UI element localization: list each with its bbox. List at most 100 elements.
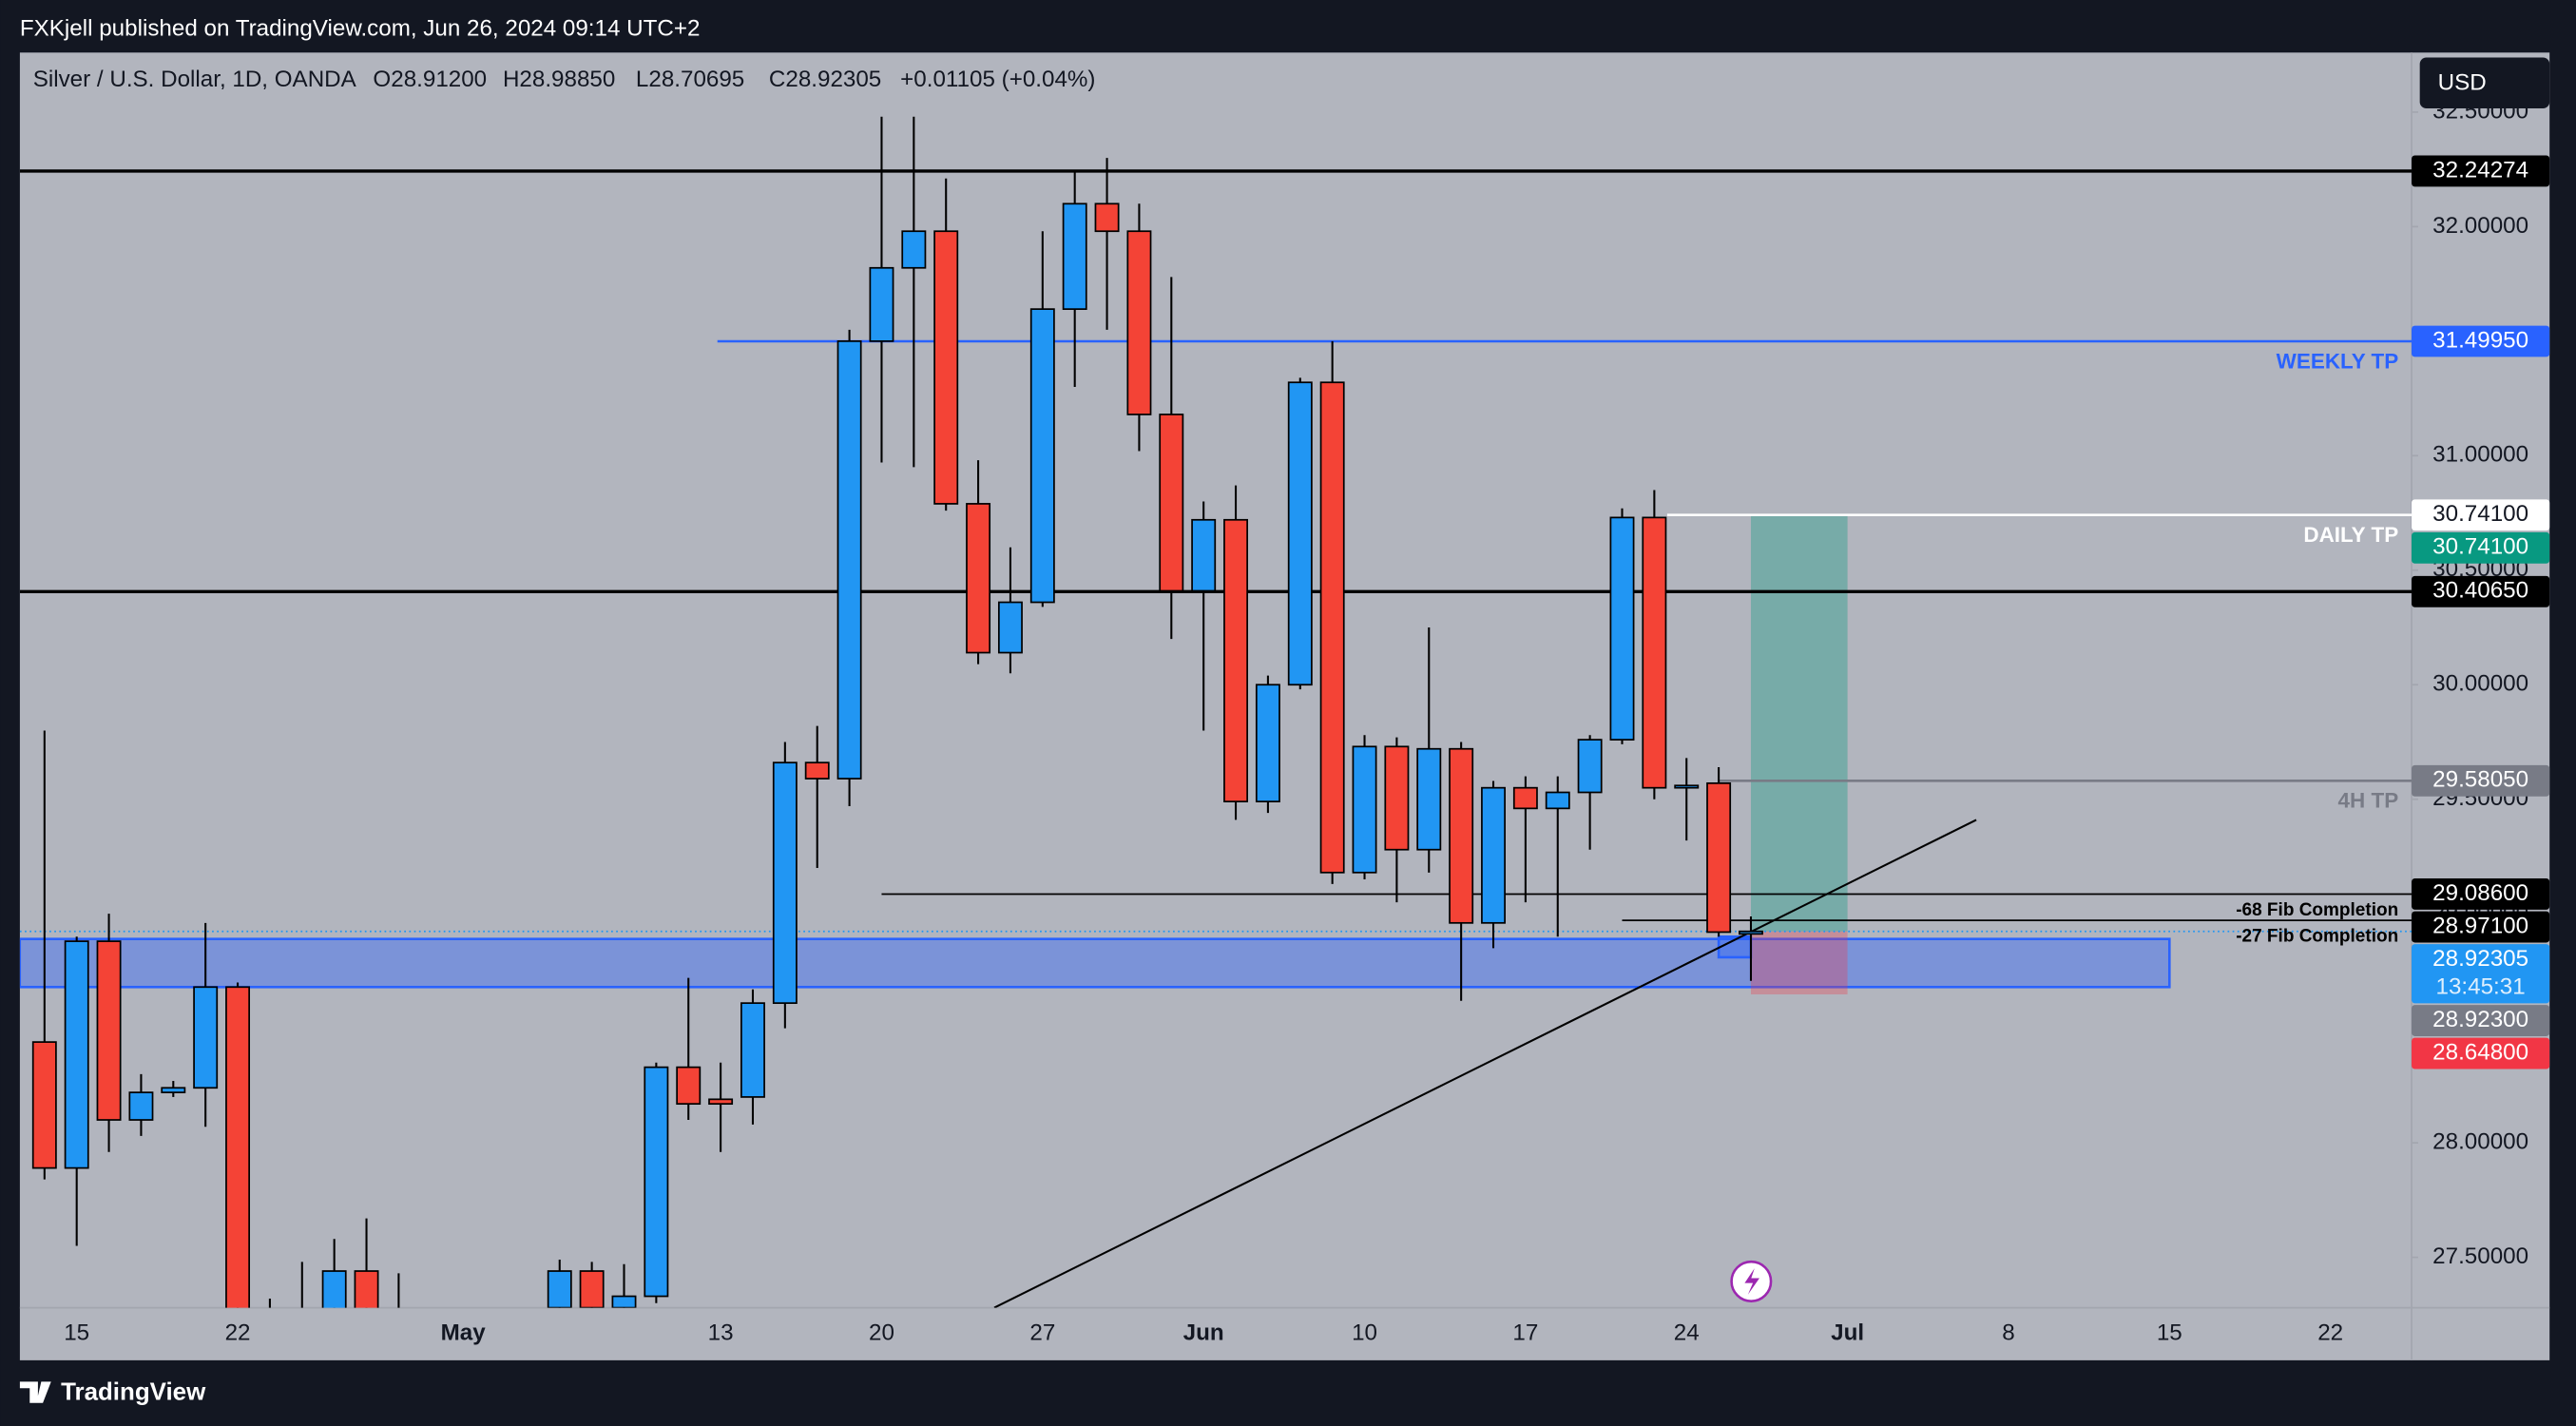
candle-body <box>836 340 862 780</box>
event-icon-bolt <box>1744 1268 1759 1295</box>
price-label: 31.49950 <box>2432 327 2528 353</box>
price-label-bg <box>2412 325 2550 357</box>
candle-body <box>64 940 89 1169</box>
legend-high: H28.98850 <box>503 67 615 92</box>
x-tick-label: 20 <box>869 1320 894 1346</box>
x-tick-label: 15 <box>2157 1320 2182 1346</box>
header-title: FXKjell published on TradingView.com, Ju… <box>20 15 701 41</box>
price-label: 28.92300 <box>2432 1007 2528 1032</box>
candle-body <box>354 1270 379 1308</box>
candle-body <box>966 503 991 654</box>
x-tick-label: May <box>441 1320 487 1346</box>
candle-body <box>804 761 830 780</box>
level-text: 4H TP <box>2338 789 2399 813</box>
candle-body <box>1545 791 1570 810</box>
price-label-bg <box>2412 531 2550 564</box>
y-tick-label: 30.00000 <box>2432 671 2528 697</box>
candle-body <box>1126 230 1152 415</box>
candle-body <box>1384 745 1410 851</box>
candle-body <box>579 1270 605 1308</box>
price-label: 30.40650 <box>2432 578 2528 604</box>
candle-body <box>869 266 894 342</box>
price-label: 28.64800 <box>2432 1039 2528 1065</box>
x-tick-label: 27 <box>1029 1320 1055 1346</box>
candle-body <box>901 230 927 269</box>
candle-body <box>1481 786 1506 924</box>
y-tick-label: 28.00000 <box>2432 1128 2528 1154</box>
legend-low: L28.70695 <box>636 67 744 92</box>
candle-body <box>1029 308 1055 604</box>
x-tick-label: 8 <box>2002 1320 2014 1346</box>
level-text: -68 Fib Completion <box>2236 900 2398 920</box>
price-label-bg <box>2412 911 2550 943</box>
x-tick-label: 10 <box>1352 1320 1377 1346</box>
level-text: WEEKLY TP <box>2277 349 2399 373</box>
plot-area <box>19 116 2413 1308</box>
price-label: 28.92305 <box>2432 946 2528 972</box>
legend-change: +0.01105 (+0.04%) <box>900 67 1095 92</box>
legend-symbol: Silver / U.S. Dollar, 1D, OANDA <box>33 67 357 92</box>
candle-body <box>547 1270 572 1308</box>
candle-body <box>676 1066 702 1106</box>
candle-body <box>96 940 122 1121</box>
price-label: 28.97100 <box>2432 913 2528 938</box>
candle-body <box>31 1041 57 1169</box>
x-tick-label: 17 <box>1512 1320 1538 1346</box>
candle-body <box>772 761 798 1005</box>
candle-body <box>161 1087 186 1093</box>
brand-logo <box>19 1381 51 1403</box>
price-label-bg <box>2412 1005 2550 1036</box>
candle-body <box>1255 684 1280 802</box>
candle-body <box>1287 381 1313 686</box>
trendline <box>993 819 1977 1308</box>
candle-body <box>193 986 219 1089</box>
candle-body <box>1159 414 1184 592</box>
candle-body <box>1223 518 1249 802</box>
x-tick-label: 22 <box>225 1320 251 1346</box>
candle-body <box>1512 786 1538 810</box>
legend-close: C28.92305 <box>769 67 881 92</box>
currency-button[interactable] <box>2419 57 2550 109</box>
price-label: 13:45:31 <box>2436 973 2526 999</box>
x-tick-label: 13 <box>708 1320 734 1346</box>
zone <box>19 937 2171 989</box>
x-tick-label: 15 <box>64 1320 89 1346</box>
candle-body <box>1577 739 1603 794</box>
candle-body <box>1319 381 1345 874</box>
candle-body <box>1062 202 1087 311</box>
price-label-bg <box>2412 1037 2550 1070</box>
candle-body <box>1449 747 1474 924</box>
level-text: -27 Fib Completion <box>2236 926 2398 946</box>
candle-body <box>997 601 1023 654</box>
candle-body <box>1094 202 1120 233</box>
price-label-bg <box>2412 155 2550 187</box>
currency-label[interactable]: USD <box>2438 70 2487 96</box>
price-axis: 27.5000028.0000028.5000029.0000029.50000… <box>2412 98 2550 1269</box>
candle-body <box>1609 516 1635 741</box>
price-label: 30.74100 <box>2432 534 2528 560</box>
price-label: 32.24274 <box>2432 157 2528 183</box>
candle-body <box>1352 745 1377 874</box>
candle-body <box>933 230 959 505</box>
candle-body <box>708 1098 734 1106</box>
candle-body <box>225 986 251 1308</box>
candle-body <box>1739 930 1763 935</box>
price-label-bg <box>2412 764 2550 797</box>
candle-body <box>1674 784 1700 789</box>
brand-name: TradingView <box>61 1378 206 1405</box>
candle-body <box>611 1295 637 1308</box>
legend-open: O28.91200 <box>373 67 487 92</box>
candle-body <box>1191 518 1217 592</box>
x-tick-label: 24 <box>1674 1320 1700 1346</box>
x-tick-label: 22 <box>2317 1320 2343 1346</box>
candle-body <box>321 1270 347 1308</box>
candle-body <box>128 1091 154 1121</box>
x-tick-label: Jul <box>1831 1320 1864 1346</box>
price-label-bg <box>2412 878 2550 910</box>
candle-body <box>644 1066 669 1298</box>
candle-body <box>1416 747 1442 851</box>
position-target-zone <box>1750 514 1848 932</box>
level-text: DAILY TP <box>2303 523 2398 547</box>
